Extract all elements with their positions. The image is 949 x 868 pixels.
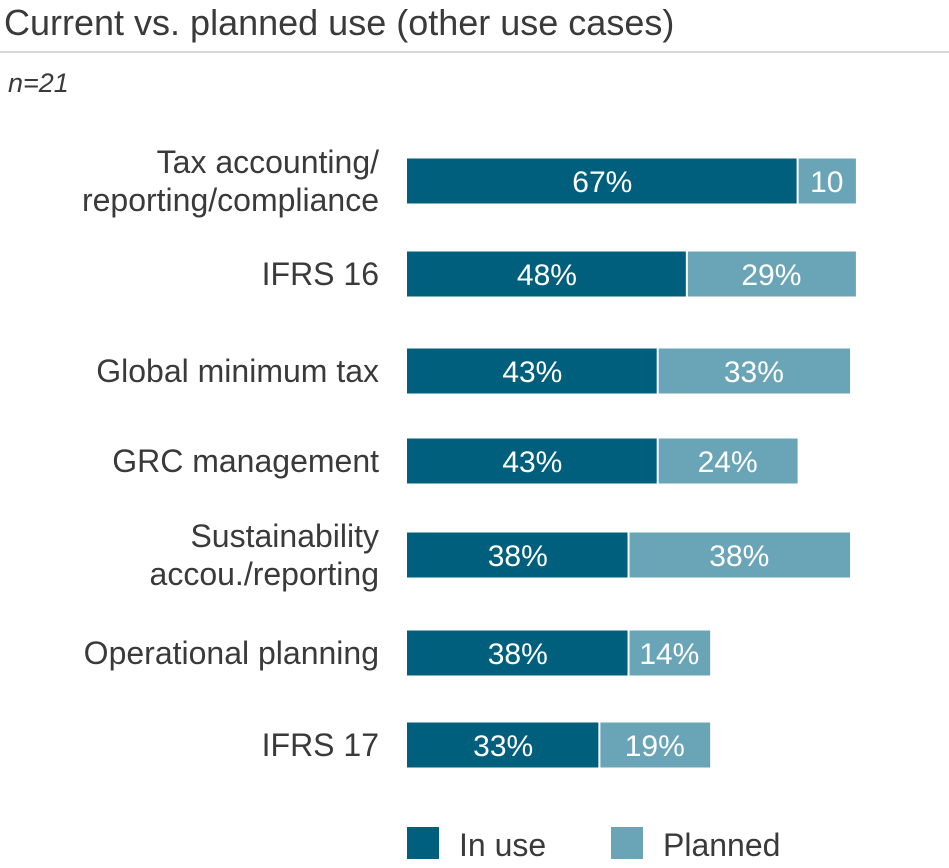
title-divider (0, 51, 949, 53)
data-label: 33% (724, 356, 784, 389)
bar-planned (628, 630, 711, 676)
segment-separator (598, 722, 601, 768)
bar-in-use (407, 348, 658, 394)
segment-separator (656, 438, 659, 484)
legend-swatch-planned (611, 827, 643, 859)
bar-in-use (407, 532, 629, 578)
category-label: GRC management (112, 443, 379, 479)
data-label: 48% (517, 259, 577, 292)
data-label: 43% (502, 356, 562, 389)
data-label: 19% (625, 730, 685, 763)
bar-in-use (407, 438, 658, 484)
data-label: 38% (488, 540, 548, 573)
data-label: 67% (572, 166, 632, 199)
segment-separator (656, 348, 659, 394)
legend-swatch-in-use (407, 827, 439, 859)
segment-separator (627, 630, 630, 676)
data-label: 10 (810, 166, 843, 199)
bar-planned (657, 438, 798, 484)
data-label: 38% (709, 540, 769, 573)
bar-in-use (407, 722, 600, 768)
data-label: 24% (698, 446, 758, 479)
data-label: 38% (488, 638, 548, 671)
segment-separator (627, 532, 630, 578)
bar-planned (657, 348, 851, 394)
data-label: 29% (741, 259, 801, 292)
category-label: IFRS 16 (262, 256, 379, 292)
category-label: Sustainability accou./reporting (150, 518, 379, 592)
legend-label-in-use: In use (459, 827, 546, 863)
bar-planned (628, 532, 851, 578)
category-label: Operational planning (84, 635, 379, 671)
bar-in-use (407, 158, 798, 204)
bar-in-use (407, 251, 687, 297)
bar-planned (686, 251, 856, 297)
chart-title: Current vs. planned use (other use cases… (4, 2, 675, 43)
segment-separator (685, 251, 688, 297)
bar-in-use (407, 630, 629, 676)
data-label: 14% (639, 638, 699, 671)
segment-separator (796, 158, 799, 204)
category-label: IFRS 17 (262, 727, 379, 763)
bar-planned (797, 158, 856, 204)
data-label: 33% (473, 730, 533, 763)
sample-size-note: n=21 (8, 68, 69, 98)
legend-label-planned: Planned (663, 827, 780, 863)
category-label: Global minimum tax (96, 353, 379, 389)
category-label: Tax accounting/reporting/compliance (82, 144, 379, 218)
data-label: 43% (502, 446, 562, 479)
bar-planned (599, 722, 711, 768)
